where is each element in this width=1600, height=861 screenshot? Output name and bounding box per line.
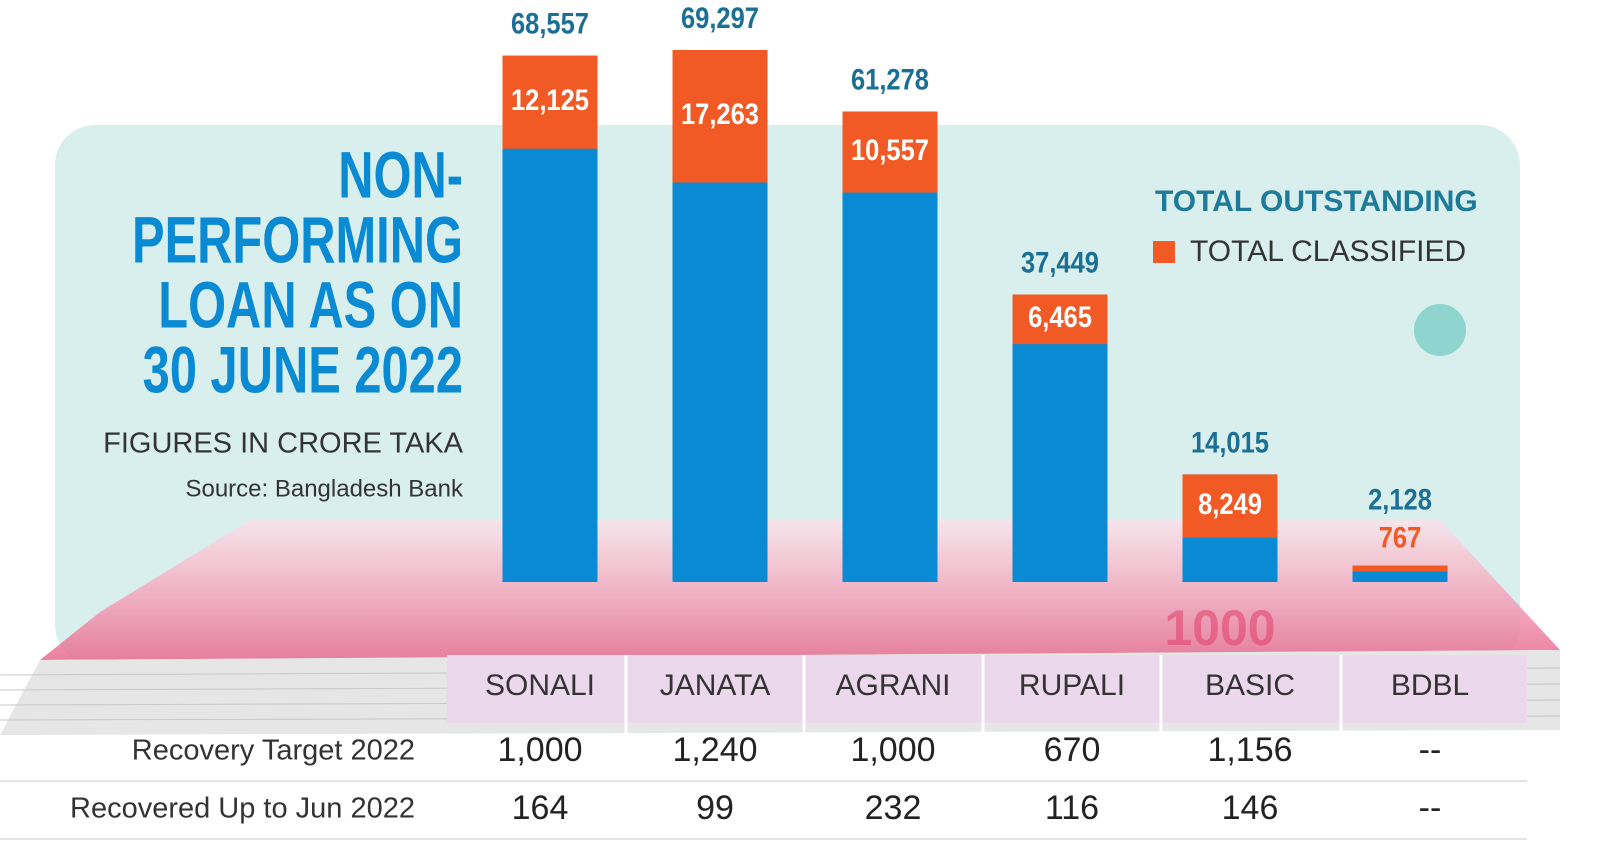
- data-label: 767: [1379, 521, 1422, 554]
- data-label: 6,465: [1028, 300, 1092, 333]
- table-cell: 146: [1222, 789, 1279, 827]
- table-cell: 1,000: [850, 731, 935, 769]
- legend-label: TOTAL OUTSTANDING: [1155, 185, 1478, 218]
- table-header-background: [447, 655, 1527, 723]
- data-label: 17,263: [681, 97, 759, 130]
- data-label: 14,015: [1191, 425, 1269, 458]
- data-label: 2,128: [1368, 483, 1432, 516]
- subtitle: FIGURES IN CRORE TAKA: [103, 428, 464, 460]
- title-line: LOAN AS ON: [158, 268, 463, 342]
- table-cell: --: [1419, 731, 1442, 769]
- table-cell: 1,240: [672, 731, 757, 769]
- table-header: AGRANI: [835, 669, 950, 702]
- bar-classified: [502, 55, 598, 149]
- title-line: PERFORMING: [132, 203, 463, 277]
- legend-swatch: [1153, 241, 1175, 263]
- title-line: NON-: [338, 138, 463, 212]
- table-cell: 116: [1045, 789, 1099, 827]
- source: Source: Bangladesh Bank: [185, 475, 464, 502]
- data-label: 68,557: [511, 7, 589, 40]
- legend-label: TOTAL CLASSIFIED: [1190, 235, 1466, 268]
- data-label: 10,557: [851, 133, 929, 166]
- bar-classified: [1182, 474, 1278, 538]
- data-label: 37,449: [1021, 245, 1099, 278]
- title-line: 30 JUNE 2022: [143, 333, 463, 407]
- table-header: BASIC: [1205, 669, 1295, 702]
- bar-classified: [1352, 565, 1448, 572]
- row-label: Recovery Target 2022: [132, 735, 415, 767]
- table-cell: 164: [512, 789, 569, 827]
- bar-classified: [672, 50, 768, 183]
- table-cell: 1,156: [1207, 731, 1292, 769]
- table-cell: 232: [865, 789, 922, 827]
- table-header: JANATA: [660, 669, 771, 702]
- bar-classified: [1012, 294, 1108, 345]
- table-header: BDBL: [1391, 669, 1469, 702]
- table-header: SONALI: [485, 669, 595, 702]
- data-label: 61,278: [851, 63, 929, 96]
- bar-classified: [842, 111, 938, 193]
- svg-text:1000: 1000: [1164, 600, 1275, 656]
- row-label: Recovered Up to Jun 2022: [70, 793, 415, 825]
- data-label: 12,125: [511, 83, 589, 116]
- data-label: 8,249: [1198, 487, 1262, 520]
- table-cell: 1,000: [497, 731, 582, 769]
- table-cell: 99: [696, 789, 734, 827]
- table-cell: --: [1419, 789, 1442, 827]
- table-header: RUPALI: [1019, 669, 1125, 702]
- table-cell: 670: [1044, 731, 1101, 769]
- logo: [1414, 304, 1466, 356]
- data-label: 69,297: [681, 1, 759, 34]
